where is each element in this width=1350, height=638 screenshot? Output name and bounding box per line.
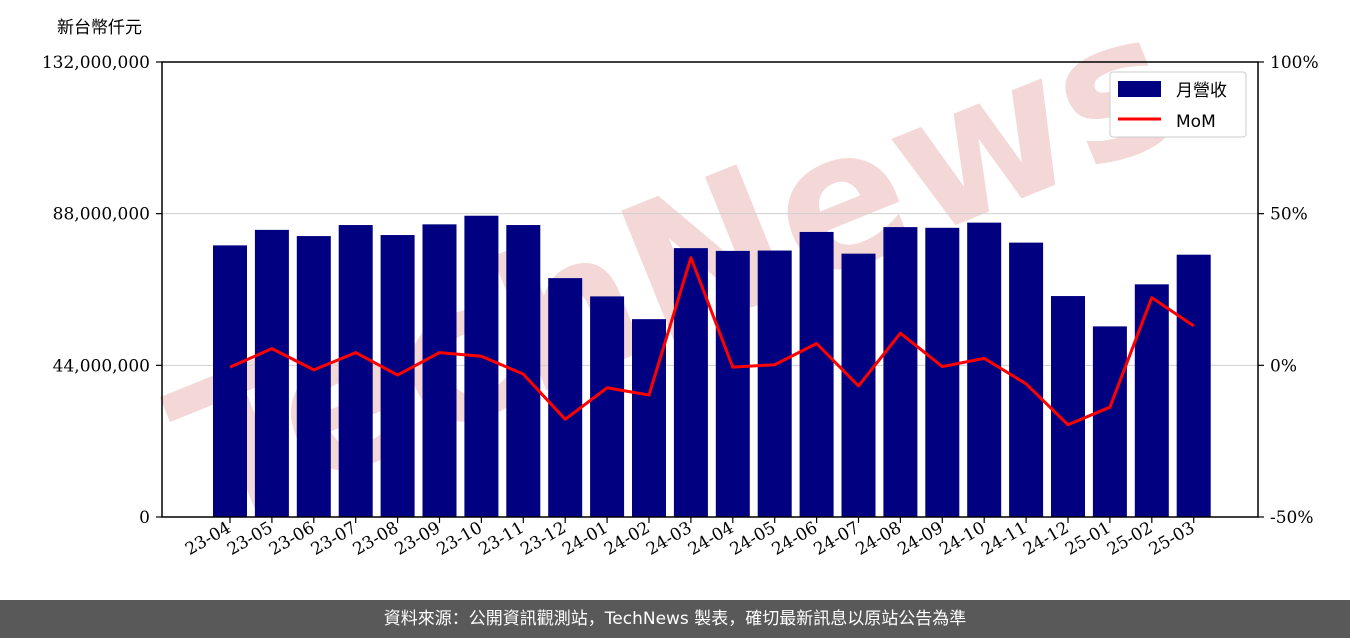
unit-label: 新台幣仟元 xyxy=(57,18,142,38)
legend: 月營收 MoM xyxy=(1109,71,1247,138)
x-tick-label: 24-02 xyxy=(601,518,653,560)
x-tick-label: 23-12 xyxy=(517,518,569,560)
bar-24-12 xyxy=(1051,296,1085,517)
y-right-tick-label: 100% xyxy=(1270,53,1319,73)
y-right-tick-label: 0% xyxy=(1270,356,1297,376)
y-left-tick-label: 88,000,000 xyxy=(53,205,150,225)
legend-line-label: MoM xyxy=(1176,112,1216,132)
y-right-tick-label: 50% xyxy=(1270,205,1308,225)
bar-23-05 xyxy=(254,229,289,517)
x-tick-label: 25-03 xyxy=(1146,518,1198,560)
chart: TechNews 044,000,00088,000,000132,000,00… xyxy=(42,0,1319,568)
bar-24-11 xyxy=(1009,242,1044,517)
x-tick-label: 24-06 xyxy=(769,518,821,560)
x-tick-label: 23-10 xyxy=(433,518,485,560)
legend-bar-swatch xyxy=(1118,81,1161,97)
bars xyxy=(213,215,1211,518)
x-tick-label: 24-10 xyxy=(936,518,988,560)
bar-23-07 xyxy=(338,225,373,517)
mom-line-group xyxy=(229,256,1195,427)
plot-frame xyxy=(161,61,1259,518)
y-left-tick-label: 132,000,000 xyxy=(42,53,150,73)
x-tick-label: 24-01 xyxy=(559,518,611,560)
bar-25-01 xyxy=(1092,326,1127,517)
bar-25-02 xyxy=(1134,284,1169,517)
x-tick-label: 23-08 xyxy=(350,518,402,560)
y-left-tick-label: 0 xyxy=(139,508,150,528)
bar-24-01 xyxy=(590,296,625,517)
x-tick-label: 24-05 xyxy=(727,518,779,560)
x-tick-label: 25-01 xyxy=(1062,518,1114,560)
y-left-axis: 0 44,000,000 88,000,000 132,000,000 xyxy=(42,53,162,528)
x-tick-label: 25-02 xyxy=(1104,518,1156,560)
bar-23-10 xyxy=(464,215,499,517)
bar-25-03 xyxy=(1176,254,1211,517)
bar-23-06 xyxy=(296,236,331,518)
bar-23-09 xyxy=(422,224,457,517)
bar-23-04 xyxy=(213,245,247,517)
bar-24-04 xyxy=(715,250,750,518)
bar-23-11 xyxy=(506,225,541,517)
bar-24-09 xyxy=(925,227,960,517)
y-right-tick-label: -50% xyxy=(1270,508,1314,528)
bar-24-02 xyxy=(632,319,666,517)
bar-24-06 xyxy=(799,231,834,517)
x-tick-label: 24-04 xyxy=(685,518,737,560)
bar-24-08 xyxy=(883,227,918,517)
bar-24-05 xyxy=(757,250,792,517)
x-tick-label: 23-09 xyxy=(392,518,444,560)
bar-23-12 xyxy=(548,278,583,517)
mom-line xyxy=(229,256,1195,427)
x-tick-label: 24-09 xyxy=(894,518,946,560)
x-tick-label: 24-03 xyxy=(643,518,695,560)
legend-bar-label: 月營收 xyxy=(1176,81,1227,101)
x-tick-label: 24-08 xyxy=(852,518,904,560)
footer-source-note: 資料來源：公開資訊觀測站，TechNews 製表，確切最新訊息以原站公告為準 xyxy=(0,600,1350,638)
bar-24-10 xyxy=(967,222,1002,517)
y-right-axis: -50% 0% 50% 100% xyxy=(1258,53,1319,528)
y-left-tick-label: 44,000,000 xyxy=(53,356,150,376)
x-tick-label: 23-11 xyxy=(475,518,527,560)
x-tick-label: 24-11 xyxy=(978,518,1030,560)
x-tick-label: 24-07 xyxy=(811,518,863,560)
x-tick-label: 24-12 xyxy=(1020,518,1072,560)
